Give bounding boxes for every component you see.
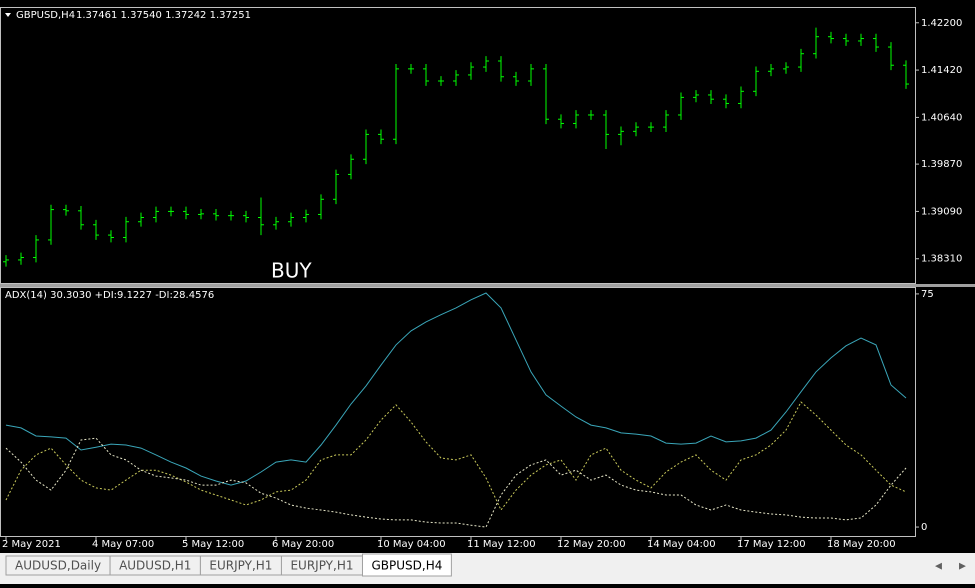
x-tick-label: 4 May 07:00 <box>92 539 154 550</box>
x-tick-label: 11 May 12:00 <box>467 539 536 550</box>
tab-label[interactable]: EURJPY,H1 <box>209 559 272 573</box>
tab-label[interactable]: EURJPY,H1 <box>290 559 353 573</box>
tab-label[interactable]: AUDUSD,H1 <box>119 559 191 573</box>
scroll-left-icon: ◀ <box>935 562 942 572</box>
tabs: AUDUSD,Daily AUDUSD,H1 EURJPY,H1 EURJPY,H1 G… <box>5 553 452 577</box>
x-tick-label: 12 May 20:00 <box>557 539 626 550</box>
indicator-line <box>5 401 907 511</box>
tab-label[interactable]: AUDUSD,Daily <box>15 559 101 573</box>
y-tick-label: 1.39090 <box>921 206 962 217</box>
annotation: BUY <box>271 259 312 283</box>
x-tick-label: 10 May 04:00 <box>377 539 446 550</box>
y-tick-label: 1.39870 <box>921 159 962 170</box>
price-frame <box>0 7 916 284</box>
y-tick-label: 75 <box>921 289 934 300</box>
y-tick-label: 1.40640 <box>921 112 962 123</box>
y-tick-label: 1.41420 <box>921 65 962 76</box>
x-tick-label: 17 May 12:00 <box>737 539 806 550</box>
quote: 1.37461 1.37540 1.37242 1.37251 <box>76 10 251 21</box>
y-tick-label: 1.38310 <box>921 254 962 265</box>
scroll-left[interactable] <box>933 560 945 574</box>
indicator-title: ADX(14) 30.3030 +DI:9.1227 -DI:28.4576 <box>5 290 214 301</box>
y-tick-label: 1.42200 <box>921 18 962 29</box>
tab[interactable] <box>361 553 452 577</box>
scroll-right-icon[interactable]: ▶ <box>959 562 966 572</box>
panel-separator <box>0 284 975 287</box>
indicator-line <box>5 437 907 528</box>
x-tick-label: 18 May 20:00 <box>827 539 896 550</box>
x-tick-label: 5 May 12:00 <box>182 539 244 550</box>
x-tick-label: 6 May 20:00 <box>272 539 334 550</box>
indicator-line <box>5 292 907 486</box>
adx-frame <box>0 287 916 537</box>
symbol-title: GBPUSD,H4 <box>16 10 75 21</box>
y-tick-label: 0 <box>921 522 927 533</box>
x-tick-label: 2 May 2021 <box>2 539 61 550</box>
tab-label[interactable]: GBPUSD,H4 <box>371 559 442 573</box>
menu-arrow[interactable] <box>5 13 11 17</box>
x-tick-label: 14 May 04:00 <box>647 539 716 550</box>
